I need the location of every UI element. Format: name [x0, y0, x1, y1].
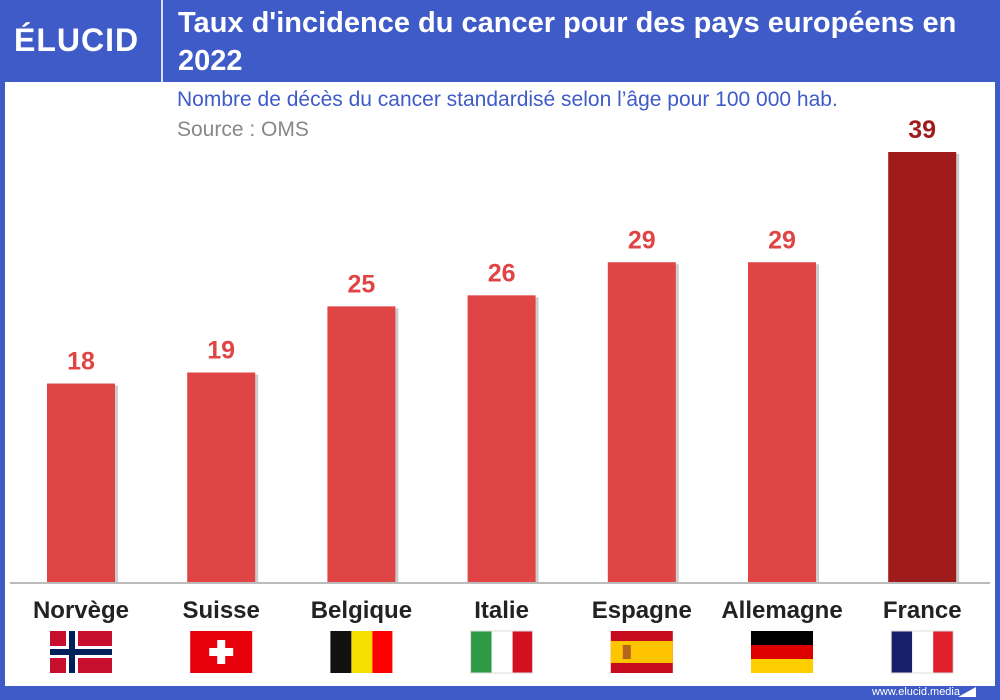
- header: ÉLUCID Taux d'incidence du cancer pour d…: [0, 0, 1000, 82]
- data-label: 25: [347, 270, 375, 298]
- bar-espagne: [607, 262, 676, 582]
- chart-subtitle: Nombre de décès du cancer standardisé se…: [177, 88, 838, 111]
- france-flag-icon: [890, 630, 954, 674]
- category-label: Norvège: [33, 597, 129, 624]
- chart-title: Taux d'incidence du cancer pour des pays…: [178, 7, 957, 77]
- category-label: Allemagne: [721, 597, 842, 624]
- footer-url[interactable]: www.elucid.media: [871, 686, 960, 698]
- bar-suisse: [187, 372, 256, 582]
- bar-norvège: [47, 383, 115, 582]
- elucid-mark-icon: [958, 687, 976, 697]
- norway-flag-icon: [50, 631, 112, 673]
- category-label: Espagne: [592, 597, 692, 624]
- bar-france: [888, 152, 957, 582]
- chart-source: Source : OMS: [177, 118, 309, 141]
- belgium-flag-icon: [330, 631, 393, 673]
- italy-flag-icon: [470, 630, 534, 674]
- bar-belgique: [327, 306, 396, 582]
- germany-flag-icon: [751, 631, 813, 673]
- category-label: France: [883, 597, 962, 624]
- category-label: Suisse: [183, 597, 260, 624]
- data-label: 39: [908, 116, 936, 144]
- header-divider: [161, 0, 163, 82]
- switzerland-flag-icon: [190, 631, 253, 673]
- category-label: Belgique: [311, 597, 412, 624]
- data-label: 29: [768, 226, 796, 254]
- bar-italie: [467, 295, 536, 582]
- data-label: 19: [207, 337, 235, 365]
- category-label: Italie: [474, 597, 529, 624]
- data-label: 29: [628, 226, 656, 254]
- elucid-logo: ÉLUCID: [14, 22, 140, 58]
- data-label: 18: [67, 348, 95, 376]
- bar-allemagne: [748, 262, 816, 582]
- data-label: 26: [488, 259, 516, 287]
- spain-flag-icon: [610, 631, 673, 673]
